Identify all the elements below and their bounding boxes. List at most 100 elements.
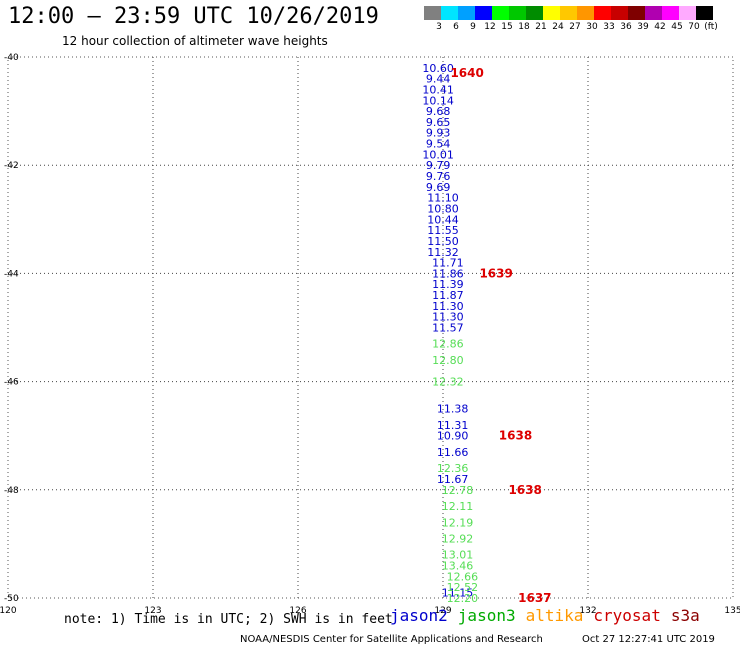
color-swatch (509, 6, 526, 20)
wave-height-label: 12.78 (442, 484, 474, 497)
wave-height-label: 12.80 (432, 354, 464, 367)
color-scale-label: 21 (535, 22, 547, 32)
lat-tick-label: -40 (4, 53, 19, 63)
wave-height-label: 11.86 (432, 267, 464, 280)
legend-altika: altika (525, 606, 584, 625)
wave-height-label: 12.66 (447, 570, 479, 583)
footnote: note: 1) Time is in UTC; 2) SWH is in fe… (64, 612, 393, 627)
wave-height-label: 12.32 (432, 376, 464, 389)
color-swatch (696, 6, 713, 20)
wave-height-label: 12.11 (442, 500, 474, 513)
wave-height-label: 13.46 (442, 560, 474, 573)
wave-height-label: 11.10 (427, 192, 459, 205)
lon-tick-label: 120 (0, 606, 17, 616)
wave-height-label: 11.57 (432, 322, 464, 335)
legend-jason2: jason2 (390, 606, 448, 625)
color-scale-label: 70 (688, 22, 700, 32)
pass-time-label: 1640 (450, 66, 483, 80)
page-title: 12:00 – 23:59 UTC 10/26/2019 (8, 4, 379, 29)
legend-cryosat: cryosat (593, 606, 661, 625)
wave-height-label: 11.66 (437, 446, 469, 459)
wave-height-label: 10.80 (427, 202, 459, 215)
credit-text: NOAA/NESDIS Center for Satellite Applica… (240, 634, 543, 645)
color-scale-label: 30 (586, 22, 598, 32)
lon-tick-label: 135 (724, 606, 740, 616)
lat-tick-label: -46 (4, 378, 19, 388)
color-scale-label: 33 (603, 22, 615, 32)
pass-time-label: 1638 (508, 483, 541, 497)
page-subtitle: 12 hour collection of altimeter wave hei… (62, 34, 328, 48)
pass-time-label: 1637 (518, 591, 551, 605)
color-scale-label: 39 (637, 22, 649, 32)
color-scale-label: 6 (453, 22, 459, 32)
color-scale-label: 12 (484, 22, 496, 32)
lat-tick-label: -42 (4, 161, 19, 171)
wave-height-label: 9.69 (426, 181, 451, 194)
wave-height-label: 11.39 (432, 278, 464, 291)
color-swatch (475, 6, 492, 20)
color-swatch (526, 6, 543, 20)
wave-height-label: 12.52 (447, 581, 479, 594)
wave-height-label: 11.55 (427, 224, 459, 237)
generated-timestamp: Oct 27 12:27:41 UTC 2019 (582, 634, 715, 645)
color-scale-label: 18 (518, 22, 530, 32)
color-scale-label: 45 (671, 22, 683, 32)
wave-height-label: 9.44 (426, 73, 451, 86)
wave-height-label: 11.71 (432, 257, 464, 270)
color-scale-label: 3 (436, 22, 442, 32)
wave-height-label: 11.87 (432, 289, 464, 302)
wave-height-label: 11.30 (432, 311, 464, 324)
pass-time-label: 1638 (499, 429, 532, 443)
color-swatch (492, 6, 509, 20)
wave-height-label: 12.19 (442, 516, 474, 529)
color-scale-label: 15 (501, 22, 513, 32)
color-swatch (611, 6, 628, 20)
color-swatch (441, 6, 458, 20)
wave-height-label: 11.15 (442, 587, 474, 600)
legend-s3a: s3a (670, 606, 700, 625)
color-scale-label: 24 (552, 22, 564, 32)
wave-height-label: 12.92 (442, 532, 474, 545)
legend-jason3: jason3 (457, 606, 516, 625)
color-scale-label: 36 (620, 22, 632, 32)
wave-height-label: 10.90 (437, 430, 469, 443)
lon-tick-label: 129 (434, 606, 451, 616)
wave-height-label: 11.67 (437, 473, 469, 486)
wave-height-label: 11.32 (427, 246, 459, 259)
color-swatch (424, 6, 441, 20)
color-swatch (645, 6, 662, 20)
wave-height-label: 9.93 (426, 127, 451, 140)
color-scale-label: 27 (569, 22, 581, 32)
wave-height-label: 9.79 (426, 159, 451, 172)
pass-time-label: 1639 (479, 266, 512, 280)
wave-height-label: 11.50 (427, 235, 459, 248)
color-scale-label: (ft) (704, 22, 718, 32)
satellite-legend: jason2 jason3 altika cryosat s3a (390, 606, 710, 625)
lat-tick-label: -50 (4, 594, 19, 604)
wave-height-label: 9.76 (426, 170, 451, 183)
color-scale-label: 9 (470, 22, 476, 32)
wave-height-label: 11.31 (437, 419, 469, 432)
wave-height-label: 10.01 (422, 148, 454, 161)
color-swatch (594, 6, 611, 20)
color-swatch (560, 6, 577, 20)
wave-height-label: 12.86 (432, 338, 464, 351)
wave-height-label: 9.68 (426, 105, 451, 118)
wave-height-label: 11.38 (437, 403, 469, 416)
lon-tick-label: 126 (289, 606, 306, 616)
plot-frame (7, 56, 734, 599)
wave-height-label: 12.20 (447, 592, 479, 605)
lat-tick-label: -44 (4, 269, 19, 279)
wave-height-label: 9.54 (426, 138, 451, 151)
color-scale-bar (424, 6, 713, 20)
wave-height-label: 10.14 (422, 94, 454, 107)
color-swatch (628, 6, 645, 20)
wave-height-label: 13.01 (442, 549, 474, 562)
wave-height-label: 10.60 (422, 62, 454, 75)
color-swatch (458, 6, 475, 20)
wave-height-label: 9.65 (426, 116, 451, 129)
wave-height-label: 12.36 (437, 462, 469, 475)
wave-height-label: 11.30 (432, 300, 464, 313)
color-swatch (679, 6, 696, 20)
